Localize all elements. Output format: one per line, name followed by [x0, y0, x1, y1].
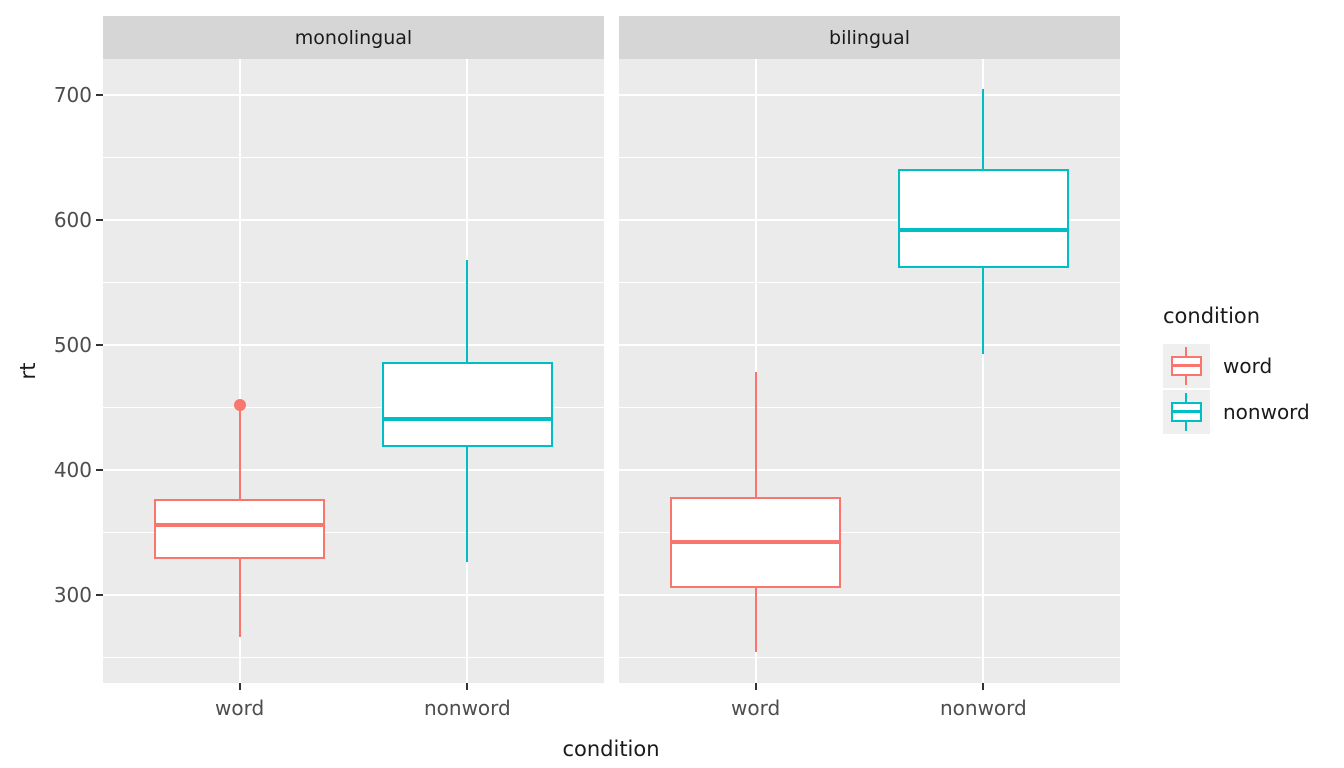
gridline-major-h: [103, 94, 604, 97]
gridline-major-h: [103, 594, 604, 597]
x-tick-mark-monolingual-word: [238, 683, 241, 690]
legend-entry-nonword: nonword: [1163, 390, 1341, 434]
boxplot-bilingual-nonword-box: [897, 169, 1069, 268]
legend-title: condition: [1163, 304, 1261, 328]
gridline-minor-h: [103, 282, 604, 284]
boxplot-monolingual-word-outlier-point: [233, 399, 246, 412]
x-tick-label-monolingual-word: word: [215, 696, 265, 720]
y-tick-label-400: 400: [53, 458, 92, 483]
gridline-major-h: [619, 344, 1120, 347]
gridline-minor-h: [103, 532, 604, 534]
facet-strip-label: bilingual: [829, 26, 910, 49]
x-tick-label-bilingual-word: word: [731, 696, 781, 720]
legend-entry-word: word: [1163, 344, 1341, 388]
boxplot-monolingual-word-box: [154, 499, 326, 560]
y-tick-label-300: 300: [53, 583, 92, 608]
gridline-minor-h: [619, 407, 1120, 409]
facet-strip-label: monolingual: [294, 26, 413, 49]
y-tick-mark-300: [96, 594, 103, 597]
legend-label: nonword: [1223, 400, 1310, 424]
x-tick-mark-bilingual-word: [754, 683, 757, 690]
x-tick-label-bilingual-nonword: nonword: [939, 696, 1027, 720]
gridline-minor-h: [619, 157, 1120, 159]
gridline-major-h: [619, 94, 1120, 97]
x-tick-mark-bilingual-nonword: [982, 683, 985, 690]
legend: condition word nonword: [1163, 304, 1341, 436]
y-tick-label-700: 700: [53, 83, 92, 108]
legend-key-boxplot-icon: [1163, 344, 1210, 388]
gridline-minor-h: [103, 657, 604, 659]
legend-label: word: [1223, 354, 1273, 378]
gridline-minor-h: [103, 407, 604, 409]
panel-bilingual: [619, 59, 1120, 683]
boxplot-monolingual-word-median: [154, 523, 326, 528]
facet-strip-bilingual: bilingual: [619, 16, 1120, 59]
y-tick-mark-500: [96, 344, 103, 347]
boxplot-bilingual-word-median: [670, 539, 842, 544]
x-tick-mark-monolingual-nonword: [466, 683, 469, 690]
gridline-major-h: [619, 594, 1120, 597]
gridline-major-v: [982, 59, 985, 683]
gridline-major-h: [103, 219, 604, 222]
y-tick-mark-600: [96, 219, 103, 222]
gridline-major-v: [238, 59, 241, 683]
gridline-minor-h: [103, 157, 604, 159]
y-tick-label-600: 600: [53, 208, 92, 233]
legend-key-boxplot-icon: [1163, 390, 1210, 434]
gridline-minor-h: [619, 282, 1120, 284]
gridline-minor-h: [619, 657, 1120, 659]
x-tick-label-monolingual-nonword: nonword: [423, 696, 511, 720]
y-tick-mark-400: [96, 469, 103, 472]
gridline-major-h: [619, 469, 1120, 472]
gridline-major-h: [103, 344, 604, 347]
x-axis-title: condition: [562, 737, 660, 761]
y-tick-label-500: 500: [53, 333, 92, 358]
gridline-minor-h: [619, 532, 1120, 534]
boxplot-monolingual-nonword-box: [381, 361, 553, 447]
gridline-major-h: [103, 469, 604, 472]
gridline-major-h: [619, 219, 1120, 222]
boxplot-bilingual-nonword-median: [897, 228, 1069, 233]
gridline-major-v: [754, 59, 757, 683]
y-tick-mark-700: [96, 94, 103, 97]
boxplot-monolingual-nonword-median: [381, 417, 553, 422]
facet-strip-monolingual: monolingual: [103, 16, 604, 59]
